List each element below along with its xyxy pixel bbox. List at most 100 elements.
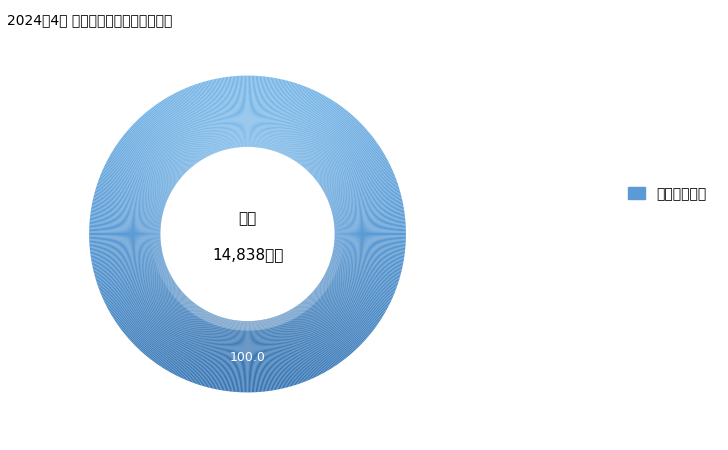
Wedge shape xyxy=(240,321,244,392)
Wedge shape xyxy=(216,316,221,326)
Wedge shape xyxy=(332,256,401,275)
Wedge shape xyxy=(258,320,267,392)
Wedge shape xyxy=(329,180,397,205)
Wedge shape xyxy=(184,314,213,380)
Wedge shape xyxy=(104,271,169,302)
Wedge shape xyxy=(113,280,174,319)
Wedge shape xyxy=(267,319,285,388)
Wedge shape xyxy=(197,308,202,317)
Wedge shape xyxy=(161,307,201,368)
Wedge shape xyxy=(121,287,178,330)
Wedge shape xyxy=(162,307,202,369)
Wedge shape xyxy=(110,155,172,191)
Wedge shape xyxy=(266,79,283,149)
Wedge shape xyxy=(318,284,376,327)
Wedge shape xyxy=(224,319,228,328)
Wedge shape xyxy=(253,76,258,147)
Wedge shape xyxy=(320,281,380,321)
Wedge shape xyxy=(312,127,365,176)
Wedge shape xyxy=(298,305,339,364)
Wedge shape xyxy=(109,156,172,192)
Wedge shape xyxy=(264,320,279,390)
Wedge shape xyxy=(210,80,228,149)
Wedge shape xyxy=(306,298,355,352)
Wedge shape xyxy=(135,296,186,347)
Wedge shape xyxy=(312,292,320,300)
Wedge shape xyxy=(327,168,392,198)
Wedge shape xyxy=(304,300,311,308)
Wedge shape xyxy=(179,90,210,155)
Wedge shape xyxy=(249,321,252,392)
Wedge shape xyxy=(226,319,229,328)
Wedge shape xyxy=(246,76,248,147)
Wedge shape xyxy=(331,258,400,279)
Wedge shape xyxy=(321,280,382,319)
Wedge shape xyxy=(324,275,387,311)
Wedge shape xyxy=(100,265,167,292)
Wedge shape xyxy=(298,304,306,312)
Wedge shape xyxy=(95,192,164,211)
Wedge shape xyxy=(328,265,338,270)
Wedge shape xyxy=(108,157,171,193)
Wedge shape xyxy=(311,293,363,343)
Wedge shape xyxy=(187,315,215,381)
Wedge shape xyxy=(138,297,188,350)
Wedge shape xyxy=(207,318,226,387)
Wedge shape xyxy=(268,80,286,149)
Wedge shape xyxy=(141,115,190,169)
Wedge shape xyxy=(166,98,203,159)
Wedge shape xyxy=(159,268,168,273)
Wedge shape xyxy=(158,103,199,162)
Wedge shape xyxy=(227,319,231,329)
Wedge shape xyxy=(100,266,167,293)
Wedge shape xyxy=(333,248,404,260)
Wedge shape xyxy=(269,81,288,150)
Wedge shape xyxy=(313,129,367,177)
Wedge shape xyxy=(231,76,240,147)
Wedge shape xyxy=(305,299,354,353)
Wedge shape xyxy=(323,278,384,315)
Wedge shape xyxy=(194,316,218,383)
Wedge shape xyxy=(93,253,162,270)
Wedge shape xyxy=(331,260,399,283)
Wedge shape xyxy=(173,311,207,374)
Wedge shape xyxy=(105,165,169,197)
Wedge shape xyxy=(117,284,176,325)
Wedge shape xyxy=(333,252,342,256)
Wedge shape xyxy=(204,318,224,387)
Wedge shape xyxy=(323,276,332,282)
Wedge shape xyxy=(161,100,201,161)
Wedge shape xyxy=(213,315,218,325)
Wedge shape xyxy=(116,283,175,324)
Wedge shape xyxy=(218,78,232,148)
Wedge shape xyxy=(287,93,320,157)
Wedge shape xyxy=(320,148,381,187)
Wedge shape xyxy=(333,198,402,215)
Wedge shape xyxy=(99,265,166,291)
Wedge shape xyxy=(306,298,314,306)
Wedge shape xyxy=(331,192,400,211)
Wedge shape xyxy=(328,265,395,292)
Wedge shape xyxy=(326,167,392,198)
Wedge shape xyxy=(335,230,406,233)
Wedge shape xyxy=(194,84,219,152)
Wedge shape xyxy=(314,289,323,296)
Wedge shape xyxy=(143,299,190,354)
Wedge shape xyxy=(160,101,200,162)
Wedge shape xyxy=(258,320,268,391)
Wedge shape xyxy=(116,145,175,186)
Wedge shape xyxy=(164,99,202,160)
Wedge shape xyxy=(89,230,160,233)
Wedge shape xyxy=(282,314,311,380)
Wedge shape xyxy=(197,83,221,151)
Wedge shape xyxy=(331,190,400,211)
Wedge shape xyxy=(312,292,365,341)
Wedge shape xyxy=(286,92,320,157)
Wedge shape xyxy=(285,91,317,156)
Wedge shape xyxy=(270,318,274,327)
Wedge shape xyxy=(154,105,197,163)
Wedge shape xyxy=(131,126,183,175)
Wedge shape xyxy=(307,297,314,305)
Wedge shape xyxy=(294,100,334,161)
Wedge shape xyxy=(124,133,181,179)
